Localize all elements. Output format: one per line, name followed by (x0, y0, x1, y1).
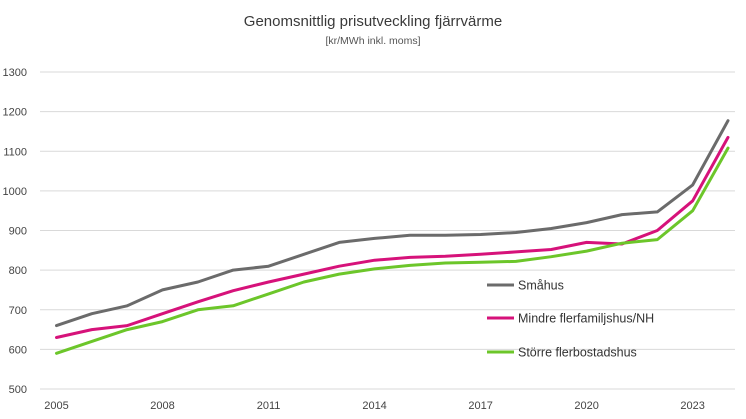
x-tick-label-2023: 2023 (680, 400, 704, 412)
series-line-3 (55, 146, 730, 355)
legend-label-3: Större flerbostadshus (518, 346, 637, 360)
y-tick-label-1200: 1200 (3, 107, 27, 119)
series-line-1 (55, 119, 730, 328)
x-tick-label-2005: 2005 (44, 400, 68, 412)
x-tick-label-2014: 2014 (362, 400, 386, 412)
x-tick-label-2011: 2011 (257, 400, 281, 412)
y-tick-label-900: 900 (9, 226, 27, 238)
legend-label-1: Småhus (518, 279, 564, 293)
x-tick-label-2017: 2017 (468, 400, 492, 412)
x-tick-label-2008: 2008 (150, 400, 174, 412)
y-tick-label-1100: 1100 (3, 146, 27, 158)
y-tick-label-500: 500 (9, 384, 27, 396)
chart-subtitle: [kr/MWh inkl. moms] (325, 35, 421, 47)
y-tick-label-1300: 1300 (3, 67, 27, 79)
y-tick-label-600: 600 (9, 344, 27, 356)
chart-title: Genomsnittlig prisutveckling fjärrvärme (243, 13, 503, 30)
x-tick-label-2020: 2020 (574, 400, 598, 412)
legend-label-2: Mindre flerfamiljshus/NH (518, 312, 654, 326)
y-tick-label-700: 700 (9, 305, 27, 317)
y-tick-label-1000: 1000 (3, 186, 27, 198)
y-tick-label-800: 800 (9, 265, 27, 277)
